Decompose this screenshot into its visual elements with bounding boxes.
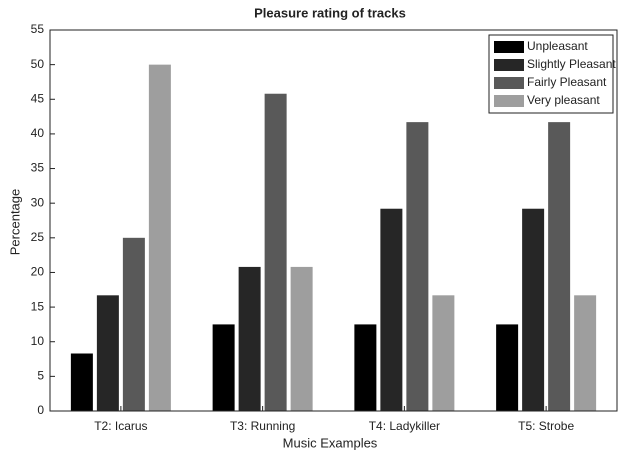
bar — [354, 324, 377, 411]
bar — [290, 266, 313, 411]
bar — [496, 324, 519, 411]
y-tick-label: 45 — [31, 91, 45, 105]
bar — [432, 295, 455, 411]
bar — [522, 208, 545, 411]
legend-label: Slightly Pleasant — [527, 57, 616, 71]
bar — [96, 295, 119, 411]
legend-label: Fairly Pleasant — [527, 75, 607, 89]
y-tick-label: 35 — [31, 161, 45, 175]
legend-swatch — [494, 95, 524, 107]
y-axis-label: Percentage — [7, 189, 22, 256]
y-tick-label: 40 — [31, 126, 45, 140]
x-axis-label: Music Examples — [283, 435, 378, 450]
bar — [264, 93, 287, 412]
y-tick-label: 15 — [31, 299, 45, 313]
plot-frame — [49, 29, 618, 412]
bar — [380, 208, 403, 411]
y-tick-label: 50 — [31, 57, 45, 71]
x-tick-label: T5: Strobe — [518, 419, 574, 433]
bar — [406, 122, 429, 412]
legend-swatch — [494, 77, 524, 89]
bar — [122, 237, 145, 411]
x-tick-label: T2: Icarus — [94, 419, 147, 433]
x-tick-label: T3: Running — [230, 419, 295, 433]
x-tick-label: T4: Ladykiller — [369, 419, 440, 433]
legend-swatch — [494, 41, 524, 53]
y-tick-label: 20 — [31, 265, 45, 279]
y-tick-label: 30 — [31, 195, 45, 209]
bar — [548, 122, 571, 412]
y-tick-label: 0 — [37, 403, 44, 417]
legend-label: Unpleasant — [527, 39, 588, 53]
bar — [238, 266, 261, 411]
y-tick-label: 10 — [31, 334, 45, 348]
bar — [148, 64, 171, 412]
legend-swatch — [494, 59, 524, 71]
y-tick-label: 55 — [31, 22, 45, 36]
bar — [70, 353, 93, 411]
y-tick-label: 5 — [37, 369, 44, 383]
y-tick-label: 25 — [31, 230, 45, 244]
bar — [212, 324, 235, 411]
bar — [574, 295, 597, 411]
chart-title: Pleasure rating of tracks — [254, 5, 406, 20]
legend-label: Very pleasant — [527, 93, 600, 107]
